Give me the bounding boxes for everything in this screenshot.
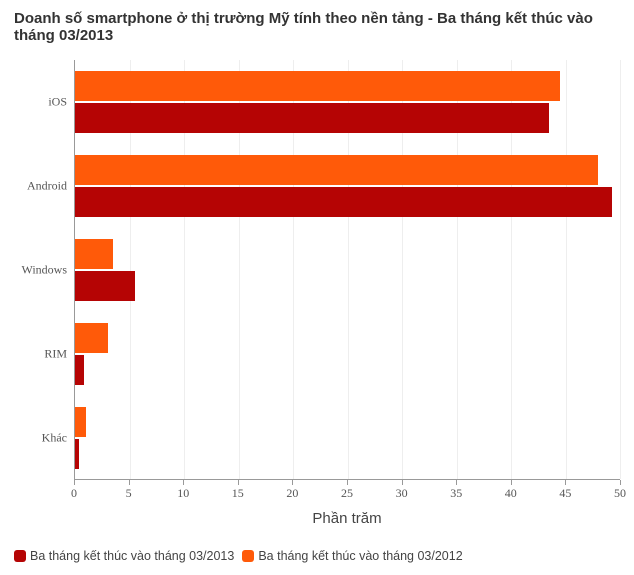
category-label: Khác <box>42 431 75 446</box>
category-group: RIM <box>75 312 620 396</box>
x-tick <box>347 480 348 485</box>
category-label: iOS <box>48 95 75 110</box>
bar <box>75 155 598 185</box>
category-group: Windows <box>75 228 620 312</box>
legend-swatch <box>14 550 26 562</box>
x-tick <box>183 480 184 485</box>
x-axis: 05101520253035404550 <box>74 480 620 504</box>
x-tick-label: 35 <box>450 486 462 501</box>
bar <box>75 103 549 133</box>
category-label: Windows <box>21 263 75 278</box>
x-tick-label: 30 <box>396 486 408 501</box>
x-tick <box>129 480 130 485</box>
x-tick-label: 40 <box>505 486 517 501</box>
legend-label: Ba tháng kết thúc vào tháng 03/2012 <box>258 549 462 563</box>
x-tick <box>238 480 239 485</box>
bar <box>75 355 84 385</box>
category-label: RIM <box>44 347 75 362</box>
x-tick-label: 25 <box>341 486 353 501</box>
grid-line <box>620 60 621 479</box>
x-tick <box>565 480 566 485</box>
legend-label: Ba tháng kết thúc vào tháng 03/2013 <box>30 549 234 563</box>
bar <box>75 439 79 469</box>
category-label: Android <box>27 179 75 194</box>
category-group: Khác <box>75 396 620 480</box>
bar <box>75 187 612 217</box>
category-group: iOS <box>75 60 620 144</box>
x-tick <box>456 480 457 485</box>
x-tick-label: 50 <box>614 486 626 501</box>
bar <box>75 407 86 437</box>
chart-title: Doanh số smartphone ở thị trường Mỹ tính… <box>14 10 620 44</box>
chart-area: iOSAndroidWindowsRIMKhác 0 5 10 15 20 25 30 35 4… <box>74 60 620 527</box>
bar <box>75 271 135 301</box>
plot-area: iOSAndroidWindowsRIMKhác <box>74 60 620 480</box>
bar <box>75 239 113 269</box>
x-tick <box>511 480 512 485</box>
x-tick-label: 0 <box>71 486 77 501</box>
legend-item: Ba tháng kết thúc vào tháng 03/2013 <box>14 549 234 563</box>
legend-item: Ba tháng kết thúc vào tháng 03/2012 <box>242 549 462 563</box>
x-tick-label: 45 <box>559 486 571 501</box>
x-tick <box>292 480 293 485</box>
bar <box>75 71 560 101</box>
x-tick <box>74 480 75 485</box>
legend: Ba tháng kết thúc vào tháng 03/2013 Ba th… <box>14 549 620 565</box>
x-tick-label: 15 <box>232 486 244 501</box>
x-axis-label: Phần trăm <box>74 510 620 527</box>
bar <box>75 323 108 353</box>
x-tick <box>620 480 621 485</box>
x-tick-label: 5 <box>126 486 132 501</box>
x-tick-label: 10 <box>177 486 189 501</box>
x-tick-label: 20 <box>286 486 298 501</box>
legend-swatch <box>242 550 254 562</box>
x-tick <box>402 480 403 485</box>
category-group: Android <box>75 144 620 228</box>
